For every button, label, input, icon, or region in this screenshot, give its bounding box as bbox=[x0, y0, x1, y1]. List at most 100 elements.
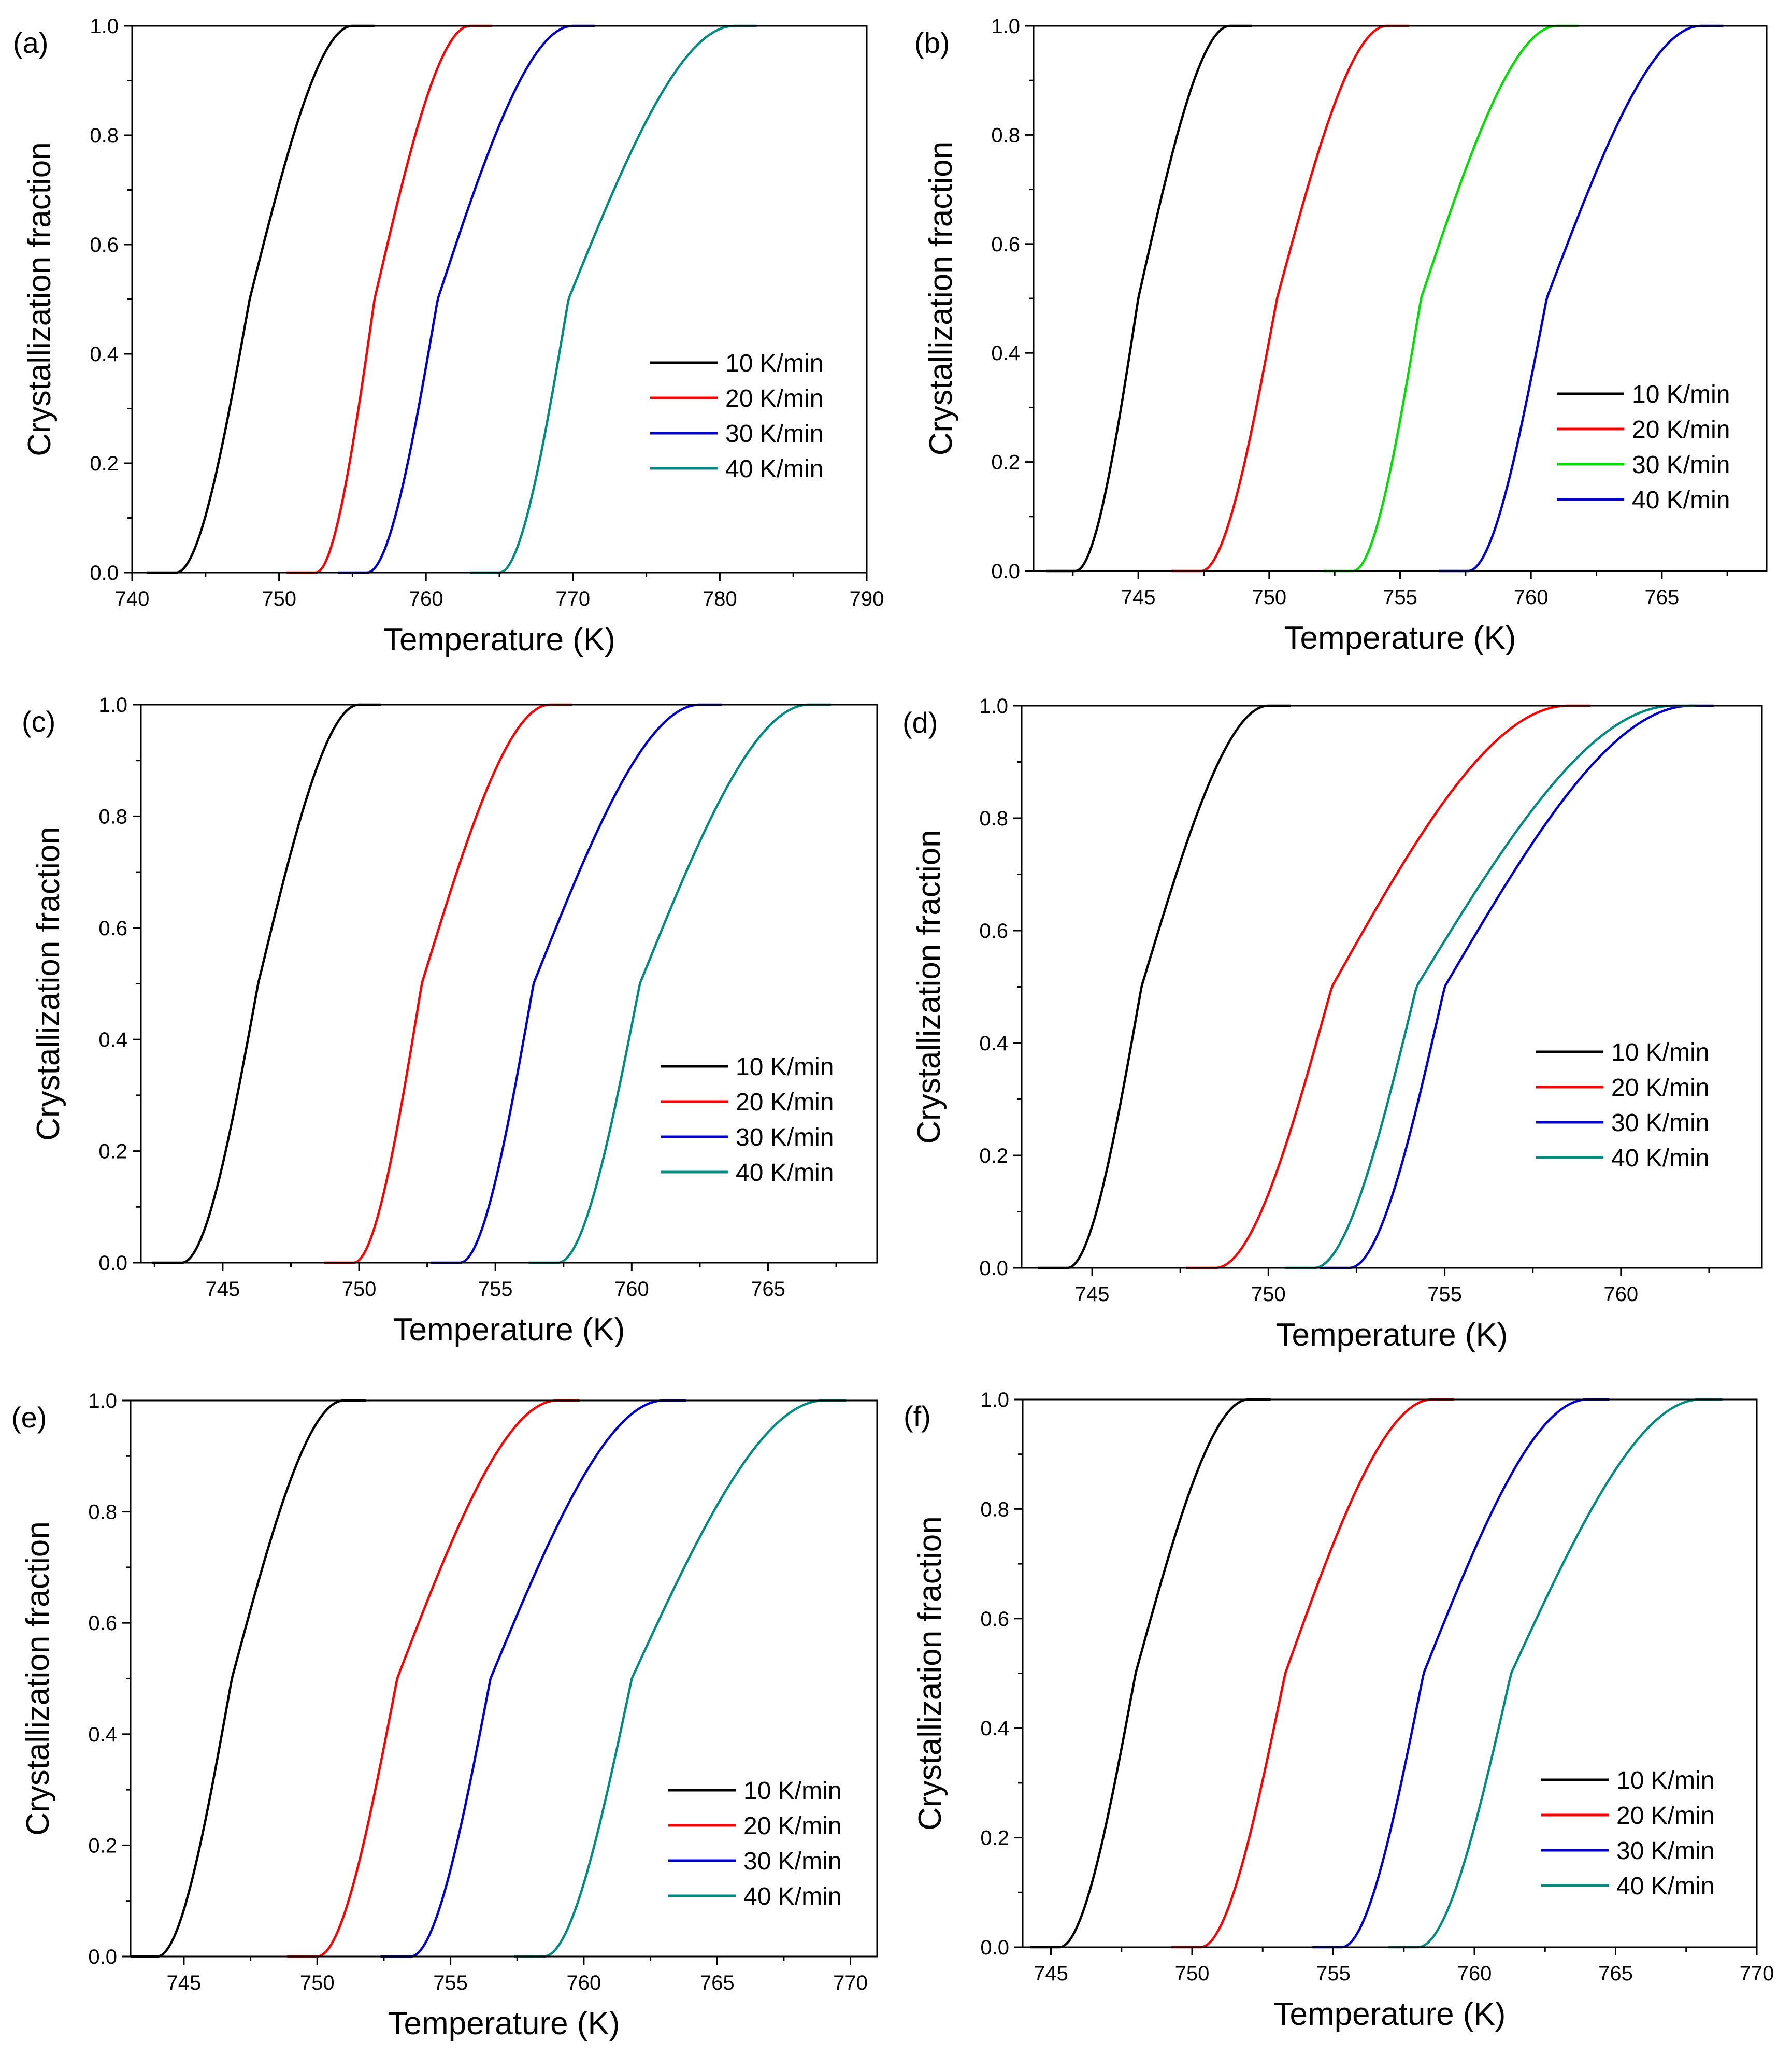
series-line-3-4 bbox=[528, 703, 832, 1264]
y-tick-label: 0.2 bbox=[90, 452, 119, 475]
y-tick-label: 0.6 bbox=[991, 233, 1020, 256]
y-tick-label: 1.0 bbox=[979, 695, 1008, 718]
y-tick-label: 1.0 bbox=[98, 694, 127, 717]
legend-entry: 10 K/min bbox=[725, 350, 823, 377]
y-tick-label: 0.2 bbox=[98, 1140, 127, 1163]
legend: 10 K/min 20 K/min 30 K/min 40 K/min bbox=[1557, 381, 1730, 514]
x-tick-label: 760 bbox=[1514, 586, 1549, 609]
y-tick-label: 0.2 bbox=[979, 1145, 1008, 1167]
x-tick-label: 770 bbox=[555, 588, 590, 610]
chart-panel-6: 0.0 0.2 0.4 0.6 0.8 1.0 745 750 755 760 765 770 Temp… bbox=[904, 1389, 1774, 2032]
y-tick-label: 0.4 bbox=[90, 343, 119, 366]
legend: 10 K/min 20 K/min 30 K/min 40 K/min bbox=[650, 350, 823, 483]
y-tick-label: 0.8 bbox=[90, 124, 119, 147]
y-tick-label: 0.8 bbox=[991, 124, 1020, 147]
chart-panel-2: 0.0 0.2 0.4 0.6 0.8 1.0 745 750 755 760 765 Tempera… bbox=[914, 15, 1768, 656]
legend-entry: 10 K/min bbox=[736, 1053, 834, 1081]
x-tick-label: 755 bbox=[1316, 1962, 1351, 1985]
x-tick-label: 765 bbox=[751, 1278, 785, 1301]
x-tick-label: 745 bbox=[1075, 1283, 1110, 1306]
y-tick-label: 0.0 bbox=[979, 1257, 1008, 1280]
y-tick-label: 0.0 bbox=[991, 560, 1020, 583]
x-tick-label: 750 bbox=[262, 588, 296, 610]
y-tick-label: 0.6 bbox=[980, 1608, 1009, 1631]
series-line-5-1 bbox=[130, 1399, 367, 1958]
x-tick-label: 745 bbox=[1034, 1962, 1068, 1985]
x-tick-label: 745 bbox=[206, 1278, 240, 1301]
y-tick-label: 1.0 bbox=[980, 1389, 1009, 1411]
y-tick-label: 0.4 bbox=[98, 1029, 127, 1051]
y-axis-title: Crystallization fraction bbox=[911, 830, 947, 1144]
x-tick-label: 745 bbox=[1121, 586, 1156, 609]
series-line-1-3 bbox=[338, 24, 595, 574]
legend-entry: 30 K/min bbox=[1632, 451, 1730, 479]
panel-label: (f) bbox=[904, 1400, 931, 1433]
legend-entry: 30 K/min bbox=[736, 1124, 834, 1151]
series-line-4-2 bbox=[1186, 704, 1590, 1269]
x-tick-label: 770 bbox=[1740, 1962, 1774, 1985]
x-axis-title: Temperature (K) bbox=[1276, 1317, 1508, 1353]
y-tick-label: 0.8 bbox=[979, 807, 1008, 830]
series-line-3-2 bbox=[324, 703, 572, 1264]
legend-entry: 20 K/min bbox=[1632, 416, 1730, 444]
legend: 10 K/min 20 K/min 30 K/min 40 K/min bbox=[1536, 1039, 1709, 1172]
y-tick-label: 1.0 bbox=[90, 15, 119, 38]
x-axis-title: Temperature (K) bbox=[1284, 620, 1516, 656]
x-tick-label: 765 bbox=[1644, 586, 1679, 609]
y-tick-label: 0.4 bbox=[979, 1032, 1008, 1055]
y-tick-label: 0.6 bbox=[88, 1612, 117, 1635]
x-tick-label: 750 bbox=[342, 1278, 377, 1301]
y-tick-label: 0.2 bbox=[88, 1834, 117, 1857]
series-line-2-4 bbox=[1439, 24, 1724, 573]
legend-entry: 10 K/min bbox=[1611, 1039, 1709, 1066]
legend-entry: 40 K/min bbox=[1611, 1145, 1709, 1172]
series-line-3-3 bbox=[430, 703, 722, 1264]
series-line-1-4 bbox=[470, 24, 757, 574]
legend-entry: 40 K/min bbox=[725, 455, 823, 483]
y-tick-label: 0.6 bbox=[979, 920, 1008, 942]
series-line-6-4 bbox=[1388, 1398, 1723, 1949]
series-line-3-1 bbox=[152, 703, 381, 1264]
y-axis-title: Crystallization fraction bbox=[31, 826, 66, 1140]
y-tick-label: 0.8 bbox=[98, 805, 127, 828]
y-tick-label: 1.0 bbox=[88, 1390, 117, 1412]
legend-entry: 20 K/min bbox=[1611, 1074, 1709, 1102]
legend-entry: 10 K/min bbox=[743, 1777, 841, 1805]
panel-label: (c) bbox=[22, 705, 55, 738]
series-line-2-2 bbox=[1171, 24, 1409, 573]
y-tick-label: 0.4 bbox=[980, 1717, 1009, 1740]
y-tick-label: 1.0 bbox=[991, 15, 1020, 38]
series-line-4-4 bbox=[1284, 704, 1696, 1269]
chart-panel-4: 0.0 0.2 0.4 0.6 0.8 1.0 745 750 755 760 Temperatur… bbox=[902, 695, 1763, 1353]
legend-entry: 30 K/min bbox=[725, 420, 823, 448]
y-tick-label: 0.2 bbox=[991, 451, 1020, 474]
legend-entry: 20 K/min bbox=[736, 1089, 834, 1116]
y-tick-label: 0.8 bbox=[88, 1501, 117, 1524]
series-line-5-3 bbox=[380, 1399, 686, 1958]
legend-entry: 40 K/min bbox=[1632, 487, 1730, 514]
x-tick-label: 755 bbox=[1383, 586, 1417, 609]
x-tick-label: 750 bbox=[300, 1972, 335, 1994]
x-tick-label: 780 bbox=[703, 588, 737, 610]
x-tick-label: 760 bbox=[1457, 1962, 1492, 1985]
series-line-5-4 bbox=[514, 1399, 847, 1958]
series-line-6-3 bbox=[1312, 1398, 1610, 1949]
legend-entry: 20 K/min bbox=[743, 1812, 841, 1840]
x-axis-title: Temperature (K) bbox=[388, 2006, 620, 2041]
series-line-2-1 bbox=[1045, 24, 1252, 573]
chart-panel-5: 0.0 0.2 0.4 0.6 0.8 1.0 745 750 755 760 765 770 Temp… bbox=[11, 1390, 878, 2041]
panel-label: (d) bbox=[902, 706, 938, 739]
x-tick-label: 760 bbox=[614, 1278, 649, 1301]
y-tick-label: 0.0 bbox=[90, 562, 119, 584]
x-axis-title: Temperature (K) bbox=[1274, 1996, 1506, 2032]
chart-panel-3: 0.0 0.2 0.4 0.6 0.8 1.0 745 750 755 760 765 Tempera… bbox=[22, 694, 878, 1348]
legend-entry: 10 K/min bbox=[1632, 381, 1730, 408]
y-axis-title: Crystallization fraction bbox=[22, 142, 58, 456]
y-tick-label: 0.4 bbox=[88, 1723, 117, 1746]
legend: 10 K/min 20 K/min 30 K/min 40 K/min bbox=[1541, 1767, 1714, 1900]
legend: 10 K/min 20 K/min 30 K/min 40 K/min bbox=[661, 1053, 834, 1187]
series-line-6-1 bbox=[1030, 1398, 1271, 1949]
panel-label: (a) bbox=[13, 26, 48, 59]
y-tick-label: 0.0 bbox=[98, 1252, 127, 1275]
y-axis-title: Crystallization fraction bbox=[923, 141, 959, 455]
